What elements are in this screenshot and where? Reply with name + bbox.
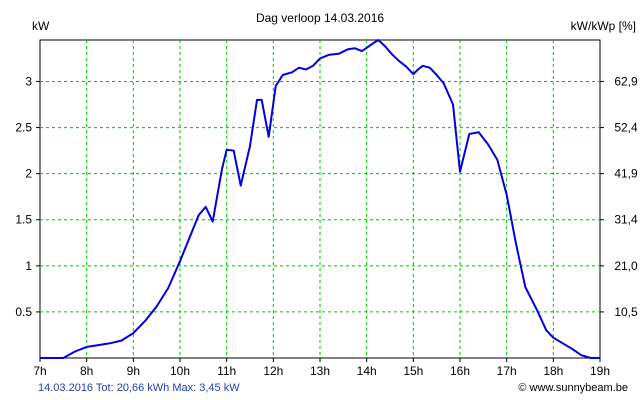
y-tick-label-left: 3 [25,74,32,88]
x-tick-label: 19h [590,364,610,378]
series-line [40,39,600,359]
y-tick-label-left: 1.5 [15,213,32,227]
x-tick-label: 7h [33,364,46,378]
series-layer [40,39,600,359]
ticks: 7h 8h 9h 10h 11h 12h 13h 14h 15h 16h 17h 18h 19h 0.5 1… [15,74,638,378]
x-tick-label: 17h [497,364,517,378]
y-tick-label-left: 1 [25,259,32,273]
chart-title: Dag verloop 14.03.2016 [256,11,384,25]
y-tick-label-right: 62,9 [614,74,638,88]
x-tick-label: 10h [170,364,190,378]
y-tick-label-left: 0.5 [15,305,32,319]
x-tick-label: 14h [357,364,377,378]
y-tick-label-left: 2.5 [15,121,32,135]
x-tick-label: 16h [450,364,470,378]
x-tick-label: 12h [263,364,283,378]
x-tick-label: 18h [543,364,563,378]
x-tick-label: 15h [403,364,423,378]
x-tick-label: 13h [310,364,330,378]
y-tick-label-right: 10,5 [614,305,638,319]
footer-summary: 14.03.2016 Tot: 20,66 kWh Max: 3,45 kW [38,382,240,394]
y-tick-label-right: 41,9 [614,167,638,181]
y-tick-label-left: 2 [25,167,32,181]
x-tick-label: 11h [217,364,236,378]
y-axis-label-right: kW/kWp [%] [571,19,636,33]
footer-credit: © www.sunnybeam.be [518,382,628,394]
y-tick-label-right: 21,0 [614,259,638,273]
y-axis-label-left: kW [32,19,50,33]
y-tick-label-right: 31,4 [614,213,638,227]
x-tick-label: 8h [80,364,93,378]
x-tick-label: 9h [127,364,140,378]
y-tick-label-right: 52,4 [614,121,638,135]
grid [40,40,600,358]
